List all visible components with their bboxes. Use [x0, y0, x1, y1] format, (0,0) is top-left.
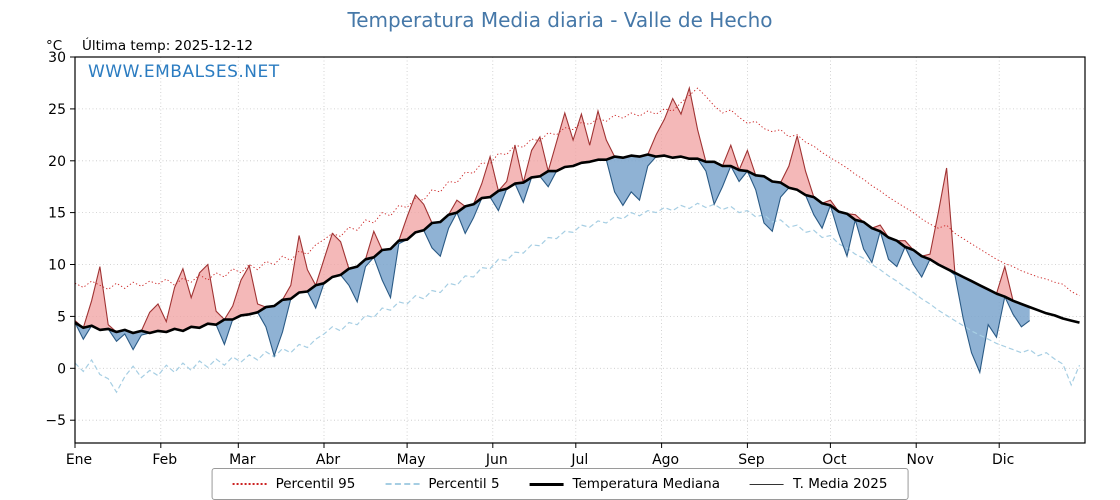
x-tick-label: Ago: [652, 452, 679, 468]
p95-line-sample-icon: [232, 483, 267, 485]
x-tick-label: Oct: [822, 452, 847, 468]
last-temp-annotation: Última temp: 2025-12-12: [82, 38, 254, 54]
chart-title: Temperatura Media diaria - Valle de Hech…: [347, 8, 773, 32]
chart-legend: Percentil 95 Percentil 5 Temperatura Med…: [211, 468, 909, 500]
plot-frame: [74, 56, 1086, 444]
x-tick-label: Jul: [570, 452, 588, 468]
legend-item-percentil-5: Percentil 5: [385, 476, 500, 492]
legend-item-t-media-2025: T. Media 2025: [750, 476, 887, 492]
median-line-path: [74, 153, 1080, 335]
legend-label-percentil-95: Percentil 95: [275, 476, 356, 492]
x-tick-label: May: [397, 452, 426, 468]
legend-label-t-media-2025: T. Media 2025: [793, 476, 888, 492]
p5-line-path: [74, 202, 1081, 394]
legend-label-percentil-5: Percentil 5: [428, 476, 500, 492]
x-tick-label: Sep: [738, 452, 765, 468]
x-tick-label: Dic: [992, 452, 1014, 468]
y-tick-label: 20: [48, 154, 66, 170]
y-tick-label: 5: [57, 309, 66, 325]
chart-canvas: −5 0 5 10 15 20 25 30 Ene Feb Mar Abr May Jun Jul Ago Se…: [45, 50, 1086, 468]
p5-line-sample-icon: [385, 483, 420, 485]
legend-item-percentil-95: Percentil 95: [232, 476, 356, 492]
y-tick-label: 0: [57, 361, 66, 377]
x-tick-label: Jun: [485, 452, 508, 468]
t2025-upper-edge-path: [74, 85, 1030, 334]
area-above-median-fill: [75, 88, 1030, 333]
watermark-text: WWW.EMBALSES.NET: [88, 62, 280, 82]
x-tick-label: Mar: [229, 452, 256, 468]
x-tick-label: Ene: [66, 452, 92, 468]
legend-label-mediana: Temperatura Mediana: [572, 476, 720, 492]
y-tick-label: 25: [48, 102, 66, 118]
area-below-median-fill: [75, 154, 1030, 373]
y-tick-label: 10: [48, 258, 66, 274]
x-tick-label: Nov: [907, 452, 934, 468]
legend-item-mediana: Temperatura Mediana: [529, 476, 720, 492]
y-tick-label: 15: [48, 206, 66, 222]
y-tick-label: 30: [48, 50, 66, 66]
median-line-sample-icon: [529, 482, 564, 486]
x-tick-label: Feb: [152, 452, 177, 468]
y-tick-label: −5: [45, 413, 66, 429]
y-axis-unit-label: °C: [46, 38, 63, 54]
t2025-line-sample-icon: [750, 483, 784, 485]
x-tick-label: Abr: [316, 452, 340, 468]
t2025-lower-edge-path: [74, 155, 1031, 375]
